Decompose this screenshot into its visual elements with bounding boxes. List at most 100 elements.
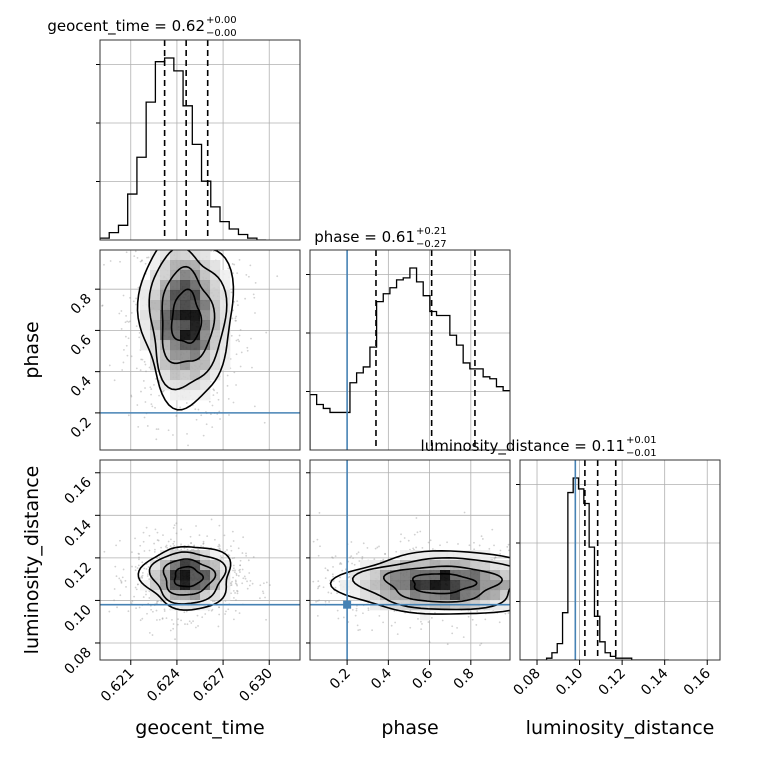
- scatter-point: [232, 540, 235, 542]
- scatter-point: [144, 363, 147, 366]
- density-cell: [350, 590, 361, 601]
- scatter-point: [192, 620, 194, 623]
- scatter-point: [139, 369, 142, 372]
- density-content: [310, 460, 510, 660]
- scatter-point: [211, 600, 214, 603]
- scatter-point: [488, 547, 491, 550]
- scatter-point: [264, 596, 266, 599]
- density-cell: [180, 320, 191, 331]
- scatter-point: [232, 309, 234, 312]
- scatter-point: [232, 272, 234, 275]
- density-cell: [160, 560, 171, 571]
- scatter-point: [318, 585, 321, 587]
- scatter-point: [232, 618, 235, 621]
- scatter-point: [120, 328, 123, 330]
- density-cell: [190, 330, 201, 341]
- scatter-point: [146, 575, 149, 577]
- density-cell: [190, 570, 201, 581]
- scatter-point: [493, 544, 495, 547]
- scatter-point: [135, 325, 138, 328]
- scatter-point: [236, 300, 239, 302]
- contour-level: [137, 545, 232, 611]
- density-cell: [430, 580, 441, 591]
- scatter-point: [175, 532, 178, 535]
- scatter-point: [188, 620, 191, 623]
- scatter-point: [137, 286, 140, 289]
- density-cell: [180, 260, 191, 271]
- scatter-point: [237, 338, 240, 341]
- scatter-point: [240, 351, 243, 354]
- density-cell: [190, 310, 201, 321]
- scatter-point: [206, 244, 208, 246]
- scatter-point: [367, 609, 370, 612]
- scatter-point: [151, 634, 154, 636]
- density-cell: [420, 590, 431, 601]
- scatter-point: [148, 366, 151, 369]
- density-cell: [170, 580, 181, 591]
- scatter-point: [173, 524, 176, 527]
- scatter-point: [224, 613, 227, 615]
- scatter-point: [121, 576, 124, 579]
- scatter-point: [341, 569, 344, 572]
- scatter-point: [162, 390, 165, 393]
- scatter-point: [131, 565, 133, 568]
- scatter-point: [173, 244, 175, 246]
- scatter-point: [135, 297, 137, 300]
- scatter-point: [233, 263, 236, 266]
- panel-title-phase: phase = 0.61: [314, 228, 415, 246]
- scatter-point: [242, 577, 245, 580]
- scatter-point: [348, 573, 351, 575]
- scatter-point: [316, 538, 319, 541]
- x-tick-label-geocent_time: 0.621: [98, 666, 138, 706]
- scatter-point: [319, 545, 321, 548]
- scatter-point: [499, 552, 502, 555]
- scatter-point: [176, 623, 179, 626]
- scatter-point: [172, 627, 175, 630]
- density-cell: [150, 320, 161, 331]
- scatter-point: [196, 614, 199, 617]
- density-cell: [400, 590, 411, 601]
- panel-title-luminosity_distance: luminosity_distance = 0.11: [421, 437, 625, 456]
- scatter-point: [315, 600, 318, 603]
- scatter-point: [394, 621, 397, 624]
- scatter-point: [118, 577, 121, 580]
- density-cell: [180, 360, 191, 371]
- scatter-point: [134, 569, 137, 572]
- density-cell: [200, 360, 211, 371]
- density-cell: [440, 560, 451, 571]
- scatter-point: [130, 312, 133, 314]
- density-cell: [190, 250, 201, 261]
- scatter-point: [223, 534, 226, 537]
- density-cell: [140, 320, 151, 331]
- scatter-point: [170, 246, 172, 248]
- scatter-point: [174, 455, 176, 457]
- scatter-point: [150, 403, 153, 405]
- scatter-point: [186, 432, 188, 435]
- density-cell: [220, 310, 231, 321]
- scatter-point: [135, 367, 138, 370]
- scatter-point: [451, 625, 454, 628]
- scatter-point: [143, 550, 146, 552]
- density-cell: [200, 300, 211, 311]
- y-axis-label-luminosity-distance: luminosity_distance: [21, 466, 43, 655]
- contour-level: [382, 565, 504, 603]
- scatter-point: [125, 314, 127, 317]
- scatter-point: [193, 544, 196, 547]
- density-cell: [410, 590, 421, 601]
- density-cell: [160, 280, 171, 291]
- scatter-point: [233, 597, 235, 599]
- density-cell: [190, 280, 201, 291]
- scatter-point: [206, 535, 209, 538]
- density-cell: [170, 390, 181, 401]
- density-cell: [220, 320, 231, 331]
- histogram-panel-phase: [306, 249, 511, 451]
- scatter-point: [330, 592, 333, 595]
- scatter-point: [156, 531, 159, 534]
- density-cell: [200, 260, 211, 271]
- contour-level: [136, 250, 235, 411]
- scatter-point: [352, 557, 354, 560]
- density-cell: [190, 380, 201, 391]
- density-cell: [420, 580, 431, 591]
- x-tick-label-phase: 0.8: [451, 666, 478, 693]
- scatter-point: [137, 552, 140, 555]
